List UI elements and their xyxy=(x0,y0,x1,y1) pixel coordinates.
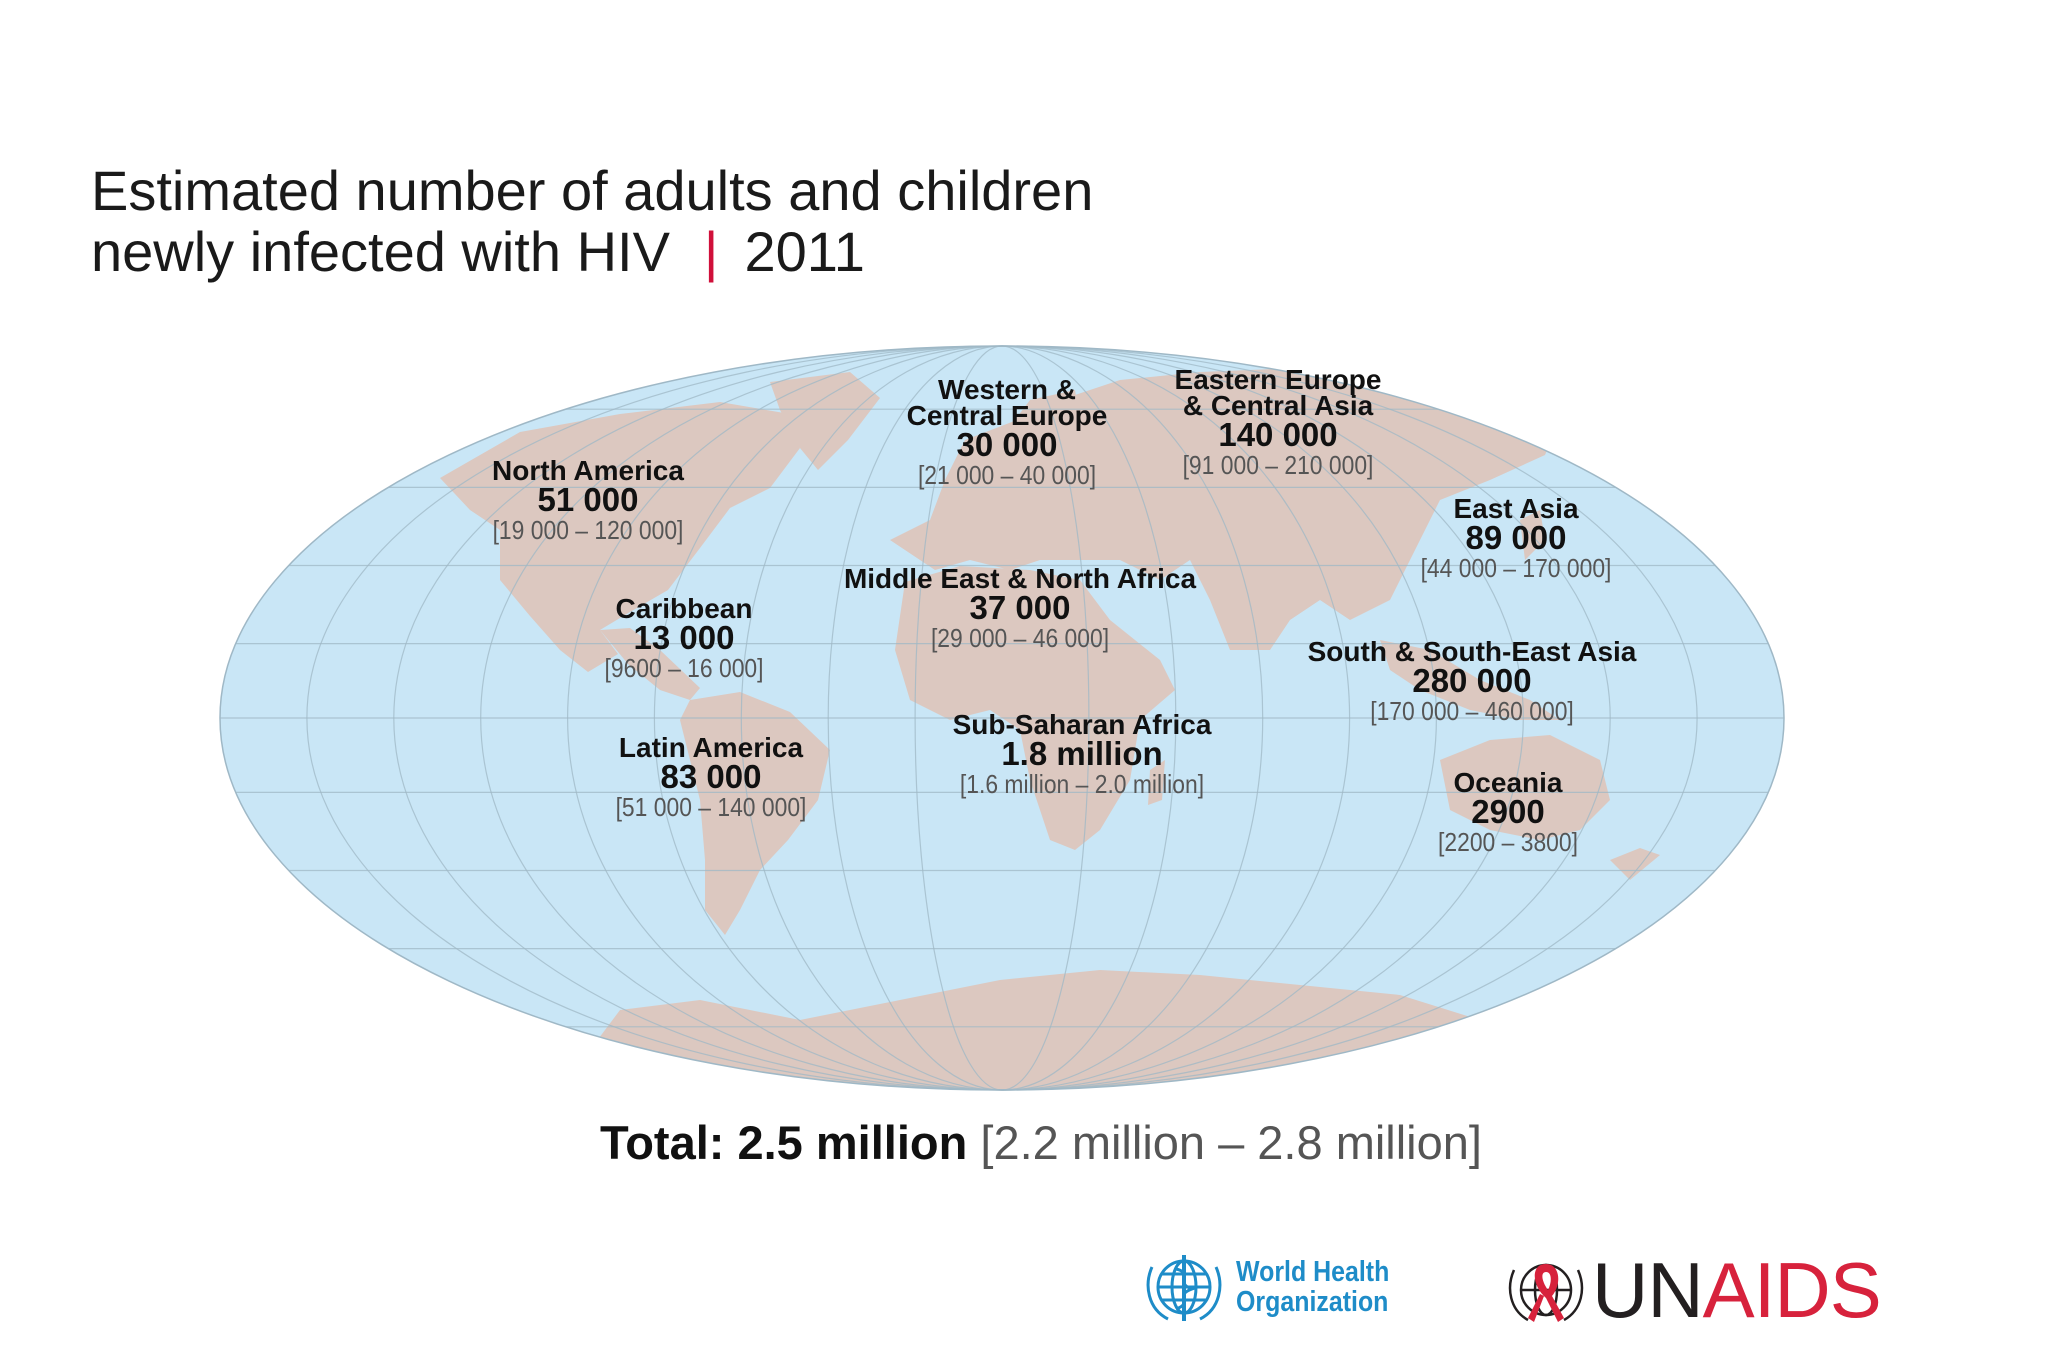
region-value: 30 000 xyxy=(956,426,1058,463)
madagascar xyxy=(1148,760,1165,805)
scandinavia xyxy=(1000,390,1080,455)
region-label-western-central-europe: Western & Central Europe 30 000 [21 000 – 4… xyxy=(906,374,1108,491)
region-range: [29 000 – 46 000] xyxy=(930,623,1110,653)
region-name: Sub-Saharan Africa xyxy=(952,709,1212,740)
region-label-oceania: Oceania 2900 [2200 – 3800] xyxy=(1428,767,1587,858)
australia-landmass xyxy=(1440,735,1610,840)
region-name: South & South-East Asia xyxy=(1307,636,1637,667)
who-name-line-1: World Health xyxy=(1236,1256,1390,1288)
region-name: Latin America xyxy=(618,732,804,763)
region-label-east-asia: East Asia 89 000 [44 000 – 170 000] xyxy=(1408,493,1625,584)
region-range: [19 000 – 120 000] xyxy=(492,515,684,545)
region-range: [2200 – 3800] xyxy=(1438,827,1578,857)
region-value: 51 000 xyxy=(537,481,639,518)
title-line-1: Estimated number of adults and children xyxy=(91,159,1094,222)
region-value: 140 000 xyxy=(1218,416,1338,453)
africa-landmass xyxy=(895,566,1175,850)
region-range: [44 000 – 170 000] xyxy=(1420,553,1612,583)
region-value: 1.8 million xyxy=(1001,735,1163,772)
who-logo: World Health Organization xyxy=(1138,1247,1414,1327)
region-value: 89 000 xyxy=(1465,519,1567,556)
eurasia-landmass xyxy=(890,368,1560,650)
north-america-landmass xyxy=(440,402,800,672)
map-title: Estimated number of adults and children … xyxy=(91,160,1093,282)
region-value: 37 000 xyxy=(969,589,1071,626)
region-range: [9600 – 16 000] xyxy=(604,653,764,683)
region-label-eastern-europe-central-asia: Eastern Europe & Central Asia 140 000 [91 0… xyxy=(1170,364,1387,481)
region-label-south-south-east-asia: South & South-East Asia 280 000 [170 000 –… xyxy=(1307,636,1637,727)
region-range: [170 000 – 460 000] xyxy=(1370,696,1574,726)
region-label-north-america: North America 51 000 [19 000 – 120 000] xyxy=(480,455,697,546)
region-name: Eastern Europe xyxy=(1174,364,1382,395)
region-value: 280 000 xyxy=(1412,662,1532,699)
total-range: [2.2 million – 2.8 million] xyxy=(980,1116,1482,1169)
region-range: [21 000 – 40 000] xyxy=(917,460,1097,490)
region-name: Caribbean xyxy=(615,593,753,624)
region-value: 83 000 xyxy=(660,758,762,795)
region-name: East Asia xyxy=(1453,493,1579,524)
region-range: [91 000 – 210 000] xyxy=(1182,450,1374,480)
region-value: 2900 xyxy=(1471,793,1545,830)
greenland xyxy=(770,372,880,470)
title-line-2: newly infected with HIV xyxy=(91,220,670,283)
total-summary: Total: 2.5 million [2.2 million – 2.8 mi… xyxy=(600,1115,1482,1171)
region-range: [1.6 million – 2.0 million] xyxy=(959,769,1205,799)
region-range: [51 000 – 140 000] xyxy=(615,792,807,822)
central-america xyxy=(600,628,700,700)
who-name-line-2: Organization xyxy=(1236,1286,1389,1318)
region-name: Oceania xyxy=(1453,767,1563,798)
globe-outline xyxy=(219,345,1785,1091)
region-label-sub-saharan-africa: Sub-Saharan Africa 1.8 million [1.6 millio… xyxy=(943,709,1220,800)
region-name: North America xyxy=(492,455,684,486)
region-name: Central Europe xyxy=(906,400,1108,431)
unaids-wordmark-un: UN xyxy=(1592,1246,1704,1334)
unaids-ribbon-emblem-icon xyxy=(1508,1263,1584,1322)
who-emblem-icon xyxy=(1146,1255,1222,1321)
title-separator: | xyxy=(703,220,719,283)
region-name: & Central Asia xyxy=(1182,390,1374,421)
region-name: Middle East & North Africa xyxy=(843,563,1197,594)
region-label-caribbean: Caribbean 13 000 [9600 – 16 000] xyxy=(594,593,775,684)
region-value: 13 000 xyxy=(633,619,735,656)
region-label-middle-east-north-africa: Middle East & North Africa 37 000 [29 000 … xyxy=(843,563,1197,654)
unaids-wordmark-aids: AIDS xyxy=(1702,1246,1882,1334)
unaids-logo: UN AIDS xyxy=(1500,1246,1882,1334)
japan xyxy=(1520,510,1545,560)
region-label-latin-america: Latin America 83 000 [51 000 – 140 000] xyxy=(603,732,820,823)
region-name: Western & xyxy=(938,374,1076,405)
total-value: Total: 2.5 million xyxy=(600,1116,968,1169)
continents xyxy=(440,368,1660,1090)
south-america-landmass xyxy=(680,692,830,935)
title-year: 2011 xyxy=(744,220,865,283)
southeast-asia-islands xyxy=(1380,640,1560,720)
